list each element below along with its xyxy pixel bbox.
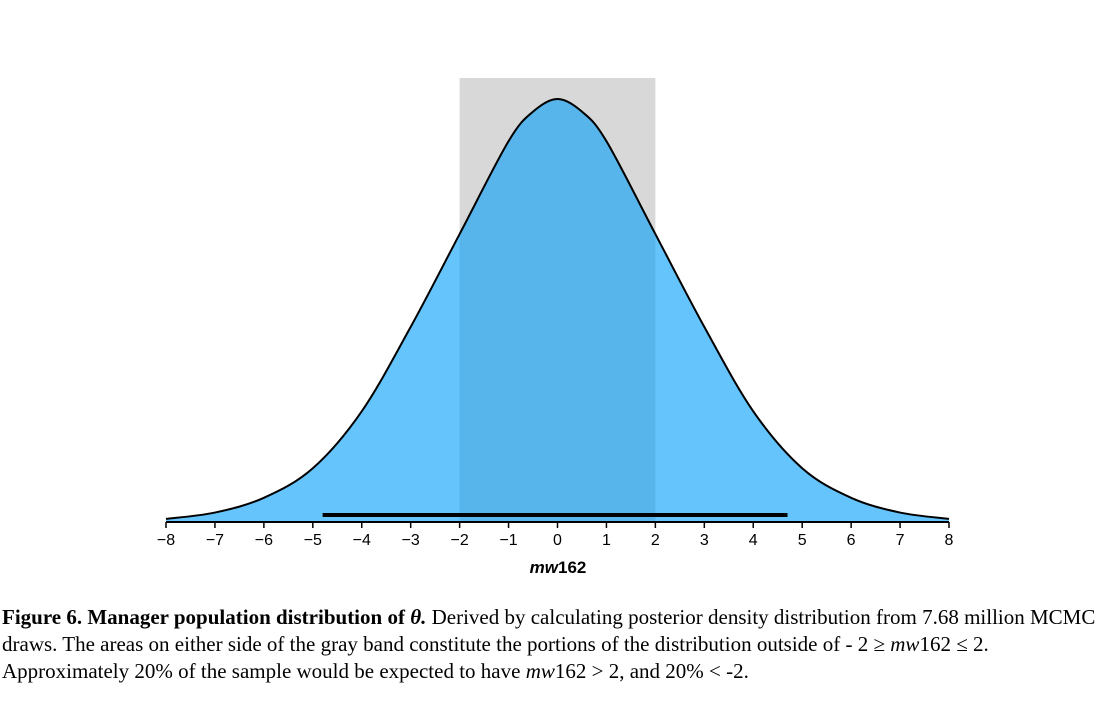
density-chart: −8 −7 −6 −5 −4 −3 −2 −1 0 1 2 3 4 5 6 7 8 mw162 (157, 78, 954, 577)
density-area-band-overlap (459, 99, 656, 521)
x-tick-label: 2 (651, 532, 660, 549)
figure-caption: Figure 6. Manager population distributio… (2, 605, 1096, 683)
x-ticks: −8 −7 −6 −5 −4 −3 −2 −1 0 1 2 3 4 5 6 7 8 (157, 522, 954, 549)
x-tick-label: 8 (945, 532, 954, 549)
x-tick-label: −7 (206, 532, 224, 549)
x-tick-label: 4 (749, 532, 758, 549)
x-tick-label: −1 (499, 532, 517, 549)
x-tick-label: −3 (402, 532, 420, 549)
x-tick-label: −8 (157, 532, 175, 549)
x-tick-label: 6 (847, 532, 856, 549)
x-tick-label: −5 (304, 532, 322, 549)
x-tick-label: 3 (700, 532, 709, 549)
density-curve (165, 97, 950, 520)
x-tick-label: 0 (553, 532, 562, 549)
x-tick-label: 5 (798, 532, 807, 549)
x-tick-label: −6 (255, 532, 273, 549)
caption-label: Figure 6. Manager population distributio… (2, 605, 427, 629)
x-tick-label: 1 (602, 532, 611, 549)
x-tick-label: 7 (896, 532, 905, 549)
x-tick-label: −4 (353, 532, 371, 549)
x-axis-label: mw162 (530, 558, 587, 577)
x-tick-label: −2 (451, 532, 469, 549)
